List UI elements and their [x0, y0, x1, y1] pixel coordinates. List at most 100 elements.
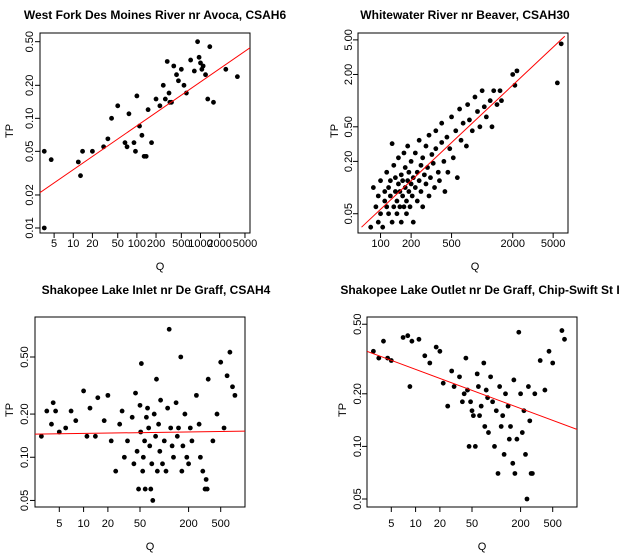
- data-point: [391, 162, 397, 168]
- data-point: [92, 433, 98, 439]
- x-tick-label: 5000: [541, 238, 565, 250]
- data-point: [378, 211, 383, 217]
- data-point: [427, 360, 433, 366]
- data-point: [409, 193, 415, 199]
- data-point: [205, 96, 211, 102]
- data-point: [147, 443, 153, 449]
- x-tick-label: 10: [77, 518, 89, 530]
- data-point: [468, 399, 473, 405]
- data-point: [174, 72, 179, 78]
- data-point: [467, 117, 472, 123]
- data-point: [542, 387, 548, 393]
- data-point: [404, 211, 409, 217]
- data-point: [412, 185, 418, 190]
- data-point: [493, 408, 499, 414]
- data-point: [165, 405, 171, 411]
- data-point: [526, 384, 531, 389]
- data-point: [204, 486, 210, 492]
- data-point: [148, 486, 154, 492]
- x-tick-label: 200: [511, 518, 529, 530]
- y-tick-label: 0.50: [352, 314, 364, 335]
- data-point: [189, 438, 195, 444]
- data-point: [459, 399, 465, 405]
- data-point: [154, 468, 160, 474]
- data-point: [511, 377, 517, 383]
- data-point: [447, 146, 453, 152]
- data-point: [445, 169, 451, 175]
- data-point: [457, 374, 462, 380]
- data-point: [453, 128, 459, 134]
- x-tick-label: 500: [172, 238, 190, 250]
- data-point: [518, 391, 523, 397]
- data-point: [407, 384, 413, 389]
- data-point: [205, 376, 211, 382]
- data-point: [407, 204, 413, 210]
- x-tick-label: 500: [442, 238, 460, 250]
- data-point: [433, 146, 439, 152]
- data-point: [550, 360, 556, 366]
- data-point: [140, 454, 146, 460]
- data-point: [164, 59, 170, 64]
- x-tick-label: 2000: [500, 238, 524, 250]
- panel-title: Whitewater River nr Beaver, CSAH30: [360, 8, 570, 22]
- data-point: [53, 408, 59, 414]
- data-point: [150, 498, 156, 503]
- data-point: [559, 328, 565, 333]
- data-point: [44, 408, 50, 414]
- x-tick-label: 100: [371, 238, 389, 250]
- data-point: [414, 169, 420, 175]
- data-point: [387, 178, 393, 184]
- data-point: [191, 68, 197, 74]
- fit-line: [40, 47, 250, 194]
- y-axis-label: TP: [4, 403, 16, 417]
- data-point: [451, 384, 457, 389]
- data-point: [56, 429, 62, 435]
- y-tick-label: 0.20: [343, 151, 355, 172]
- fit-line: [361, 35, 566, 228]
- data-point: [105, 136, 111, 142]
- data-point: [483, 114, 489, 120]
- data-point: [510, 460, 516, 466]
- data-point: [153, 96, 159, 102]
- data-point: [178, 354, 184, 360]
- data-point: [408, 158, 414, 164]
- data-point: [182, 411, 188, 417]
- data-point: [149, 461, 155, 467]
- data-point: [162, 96, 168, 102]
- data-point: [449, 114, 454, 120]
- x-tick-label: 5000: [233, 238, 257, 250]
- x-tick-label: 5: [51, 238, 57, 250]
- data-point: [402, 165, 408, 170]
- data-point: [510, 72, 516, 77]
- data-point: [137, 402, 143, 408]
- data-point: [397, 204, 403, 210]
- x-tick-label: 200: [147, 238, 165, 250]
- data-point: [481, 360, 487, 366]
- data-point: [441, 158, 447, 164]
- x-tick-label: 2000: [207, 238, 231, 250]
- data-point: [153, 433, 158, 439]
- data-point: [400, 193, 406, 199]
- data-point: [68, 408, 74, 414]
- data-point: [519, 430, 525, 435]
- data-point: [400, 178, 406, 184]
- data-point: [224, 373, 230, 379]
- x-tick-label: 500: [212, 518, 230, 530]
- data-point: [546, 348, 552, 354]
- data-point: [176, 78, 181, 84]
- x-axis-label: Q: [156, 261, 165, 273]
- data-point: [386, 211, 391, 217]
- data-point: [157, 103, 163, 109]
- data-point: [115, 103, 121, 109]
- data-point: [512, 471, 518, 476]
- data-point: [494, 102, 500, 108]
- y-tick-label: 0.05: [24, 141, 36, 162]
- data-point: [416, 336, 422, 342]
- data-point: [475, 109, 480, 114]
- data-point: [508, 424, 513, 429]
- data-point: [405, 333, 411, 339]
- y-tick-label: 0.50: [19, 346, 31, 367]
- data-point: [195, 39, 200, 45]
- x-axis-label: Q: [146, 541, 155, 553]
